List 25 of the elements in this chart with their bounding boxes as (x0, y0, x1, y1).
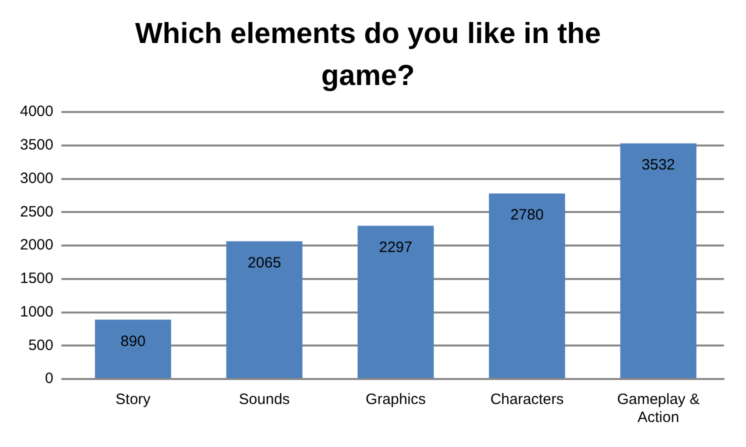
data-label: 2065 (248, 254, 282, 272)
bar (226, 241, 302, 378)
chart-title: Which elements do you like in the game? (135, 18, 601, 92)
data-label: 890 (120, 332, 146, 350)
data-label: 2297 (378, 238, 412, 256)
bar (488, 194, 566, 378)
x-tick-label: Sounds (238, 391, 290, 408)
y-tick-label: 2500 (20, 203, 54, 220)
data-label: 2780 (510, 206, 544, 224)
y-tick-label: 3000 (20, 170, 54, 187)
y-tick-label: 1500 (20, 270, 54, 288)
y-tick-label: 500 (28, 336, 54, 354)
y-tick-label: 1000 (20, 303, 54, 320)
y-tick-label: 2000 (20, 236, 54, 254)
x-tick-label: Gameplay & Action (617, 391, 700, 426)
y-tick-label: 4000 (20, 103, 54, 120)
y-tick-label: 0 (45, 370, 54, 388)
bar (358, 226, 434, 378)
y-tick-label: 3500 (20, 136, 54, 154)
x-tick-label: Graphics (366, 391, 426, 408)
x-tick-label: Characters (490, 391, 564, 408)
data-label: 3532 (642, 156, 676, 174)
x-tick-label: Story (116, 391, 152, 408)
bar (620, 143, 696, 378)
bar (94, 320, 172, 378)
